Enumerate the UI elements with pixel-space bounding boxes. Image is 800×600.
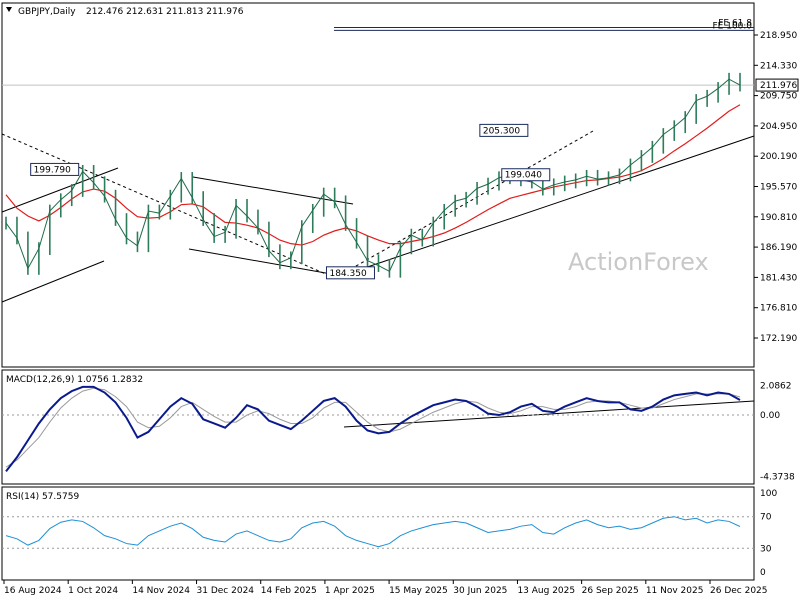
price-y-tick-label: 209.750: [760, 92, 797, 102]
rsi-y-tick-label: 70: [760, 513, 772, 523]
rsi-y-tick-label: 0: [760, 568, 766, 578]
price-annotation-box: [501, 168, 551, 182]
price-annotation-box: [479, 123, 529, 137]
price-annotation-label: 184.350: [329, 269, 366, 279]
trendlines: [1, 130, 755, 428]
price-y-tick-label: 218.950: [760, 31, 797, 41]
price-annotation-box: [325, 266, 375, 280]
date-tick-label: 30 Jun 2025: [453, 586, 507, 596]
price-annotation-label: 199.040: [505, 171, 542, 181]
date-tick-label: 26 Dec 2025: [710, 586, 768, 596]
price-annotation-label: 205.300: [483, 126, 520, 136]
date-tick-label: 1 Apr 2025: [325, 586, 375, 596]
macd-y-tick-label: 2.0862: [760, 382, 792, 392]
macd-y-tick-label: -4.3738: [760, 473, 795, 483]
axis-labels-group: 218.950 214.330 209.750 204.950 200.190 195.5…: [3, 31, 797, 596]
date-tick-label: 15 May 2025: [389, 586, 448, 596]
date-tick-label: 16 Aug 2024: [4, 586, 62, 596]
price-annotation-label: 199.790: [34, 165, 71, 175]
price-y-tick-label: 214.330: [760, 61, 797, 71]
rsi-y-tick-label: 30: [760, 544, 772, 554]
chart-header-ohlc: 212.476 212.631 211.813 211.976: [86, 7, 244, 17]
rsi-line: [5, 516, 741, 548]
price-panel[interactable]: [1, 2, 755, 368]
moving-average-line: [5, 104, 741, 246]
price-y-tick-label: 172.190: [760, 334, 797, 344]
date-tick-label: 14 Feb 2025: [261, 586, 317, 596]
rsi-y-tick-label: 100: [760, 489, 777, 499]
channel-upper-line: [1, 167, 119, 213]
price-y-tick-label: 200.190: [760, 152, 797, 162]
price-y-tick-label: 186.190: [760, 243, 797, 253]
macd-main-line: [5, 385, 741, 472]
fibo-label: FE 100.0: [713, 21, 753, 31]
date-tick-label: 14 Nov 2024: [132, 586, 190, 596]
watermark: ActionForex: [568, 248, 709, 276]
wedge-lower-line: [188, 248, 338, 276]
macd-panel[interactable]: [1, 369, 755, 485]
price-close-line: [5, 78, 741, 272]
rsi-title: RSI(14) 57.5759: [6, 492, 79, 502]
price-series-group: FE 61.8FE 100.0 199.790 184.350 205.300 199.…: [2, 19, 799, 280]
macd-series-group: [2, 385, 754, 472]
date-tick-label: 11 Nov 2025: [646, 586, 704, 596]
date-tick-label: 1 Oct 2024: [68, 586, 118, 596]
chart-menu-triangle-icon[interactable]: [6, 7, 12, 12]
rsi-series-group: [2, 516, 754, 549]
price-y-tick-label: 204.950: [760, 122, 797, 132]
price-y-tick-label: 176.810: [760, 304, 797, 314]
current-price-tag: [755, 78, 799, 92]
current-price-label: 211.976: [760, 81, 797, 91]
price-y-tick-label: 181.430: [760, 273, 797, 283]
macd-y-tick-label: 0.00: [760, 411, 780, 421]
macd-title: MACD(12,26,9) 1.0756 1.2832: [6, 375, 143, 385]
dashed-rally-line: [334, 130, 594, 279]
date-tick-label: 26 Sep 2025: [582, 586, 639, 596]
wedge-upper-line: [192, 176, 354, 205]
rsi-panel[interactable]: [1, 486, 755, 581]
fibo-label: FE 61.8: [718, 19, 752, 29]
channel-lower-line: [1, 260, 105, 303]
date-tick-label: 13 Aug 2025: [517, 586, 575, 596]
chart-header-symbol: GBPJPY,Daily: [18, 7, 76, 17]
price-annotation-box: [30, 162, 80, 176]
support-trendline: [334, 135, 755, 279]
price-y-tick-label: 190.810: [760, 213, 797, 223]
date-tick-label: 31 Dec 2024: [197, 586, 255, 596]
price-y-tick-label: 195.570: [760, 183, 797, 193]
